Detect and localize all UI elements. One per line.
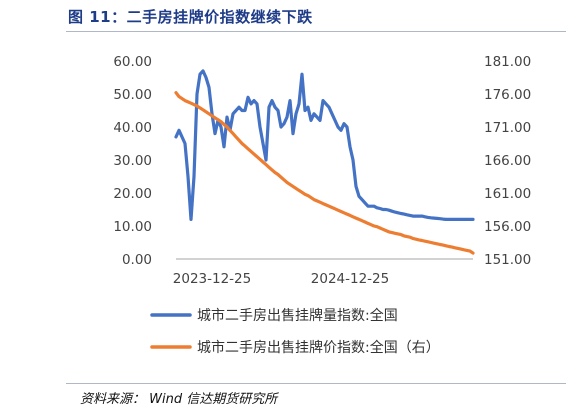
x-tick-label: 2024-12-25 bbox=[311, 271, 389, 287]
y-right-tick-label: 151.00 bbox=[484, 252, 531, 268]
series-line-0 bbox=[174, 69, 475, 221]
y-right-tick-label: 156.00 bbox=[484, 219, 531, 235]
y-right-tick-label: 166.00 bbox=[484, 153, 531, 169]
legend-label-1: 城市二手房出售挂牌价指数:全国（右） bbox=[197, 339, 440, 356]
title-divider bbox=[66, 31, 566, 32]
legend-label-0: 城市二手房出售挂牌量指数:全国 bbox=[197, 307, 398, 324]
y-left-tick-label: 50.00 bbox=[113, 87, 152, 103]
y-left-tick-label: 60.00 bbox=[113, 54, 152, 70]
y-left-tick-label: 10.00 bbox=[113, 219, 152, 235]
series-line-1 bbox=[174, 91, 475, 255]
y-left-tick-label: 40.00 bbox=[113, 120, 152, 136]
y-right-tick-label: 176.00 bbox=[484, 87, 531, 103]
y-right-tick-label: 161.00 bbox=[484, 186, 531, 202]
source-note: 资料来源： Wind 信达期货研究所 bbox=[80, 392, 278, 407]
x-tick-label: 2023-12-25 bbox=[173, 271, 251, 287]
y-left-tick-label: 20.00 bbox=[113, 186, 152, 202]
y-right-tick-label: 171.00 bbox=[484, 120, 531, 136]
y-left-tick-label: 0.00 bbox=[122, 252, 152, 268]
footer-divider bbox=[66, 383, 566, 384]
y-left-tick-label: 30.00 bbox=[113, 153, 152, 169]
y-right-tick-label: 181.00 bbox=[484, 54, 531, 70]
figure-title: 图 11：二手房挂牌价指数继续下跌 bbox=[68, 8, 313, 26]
